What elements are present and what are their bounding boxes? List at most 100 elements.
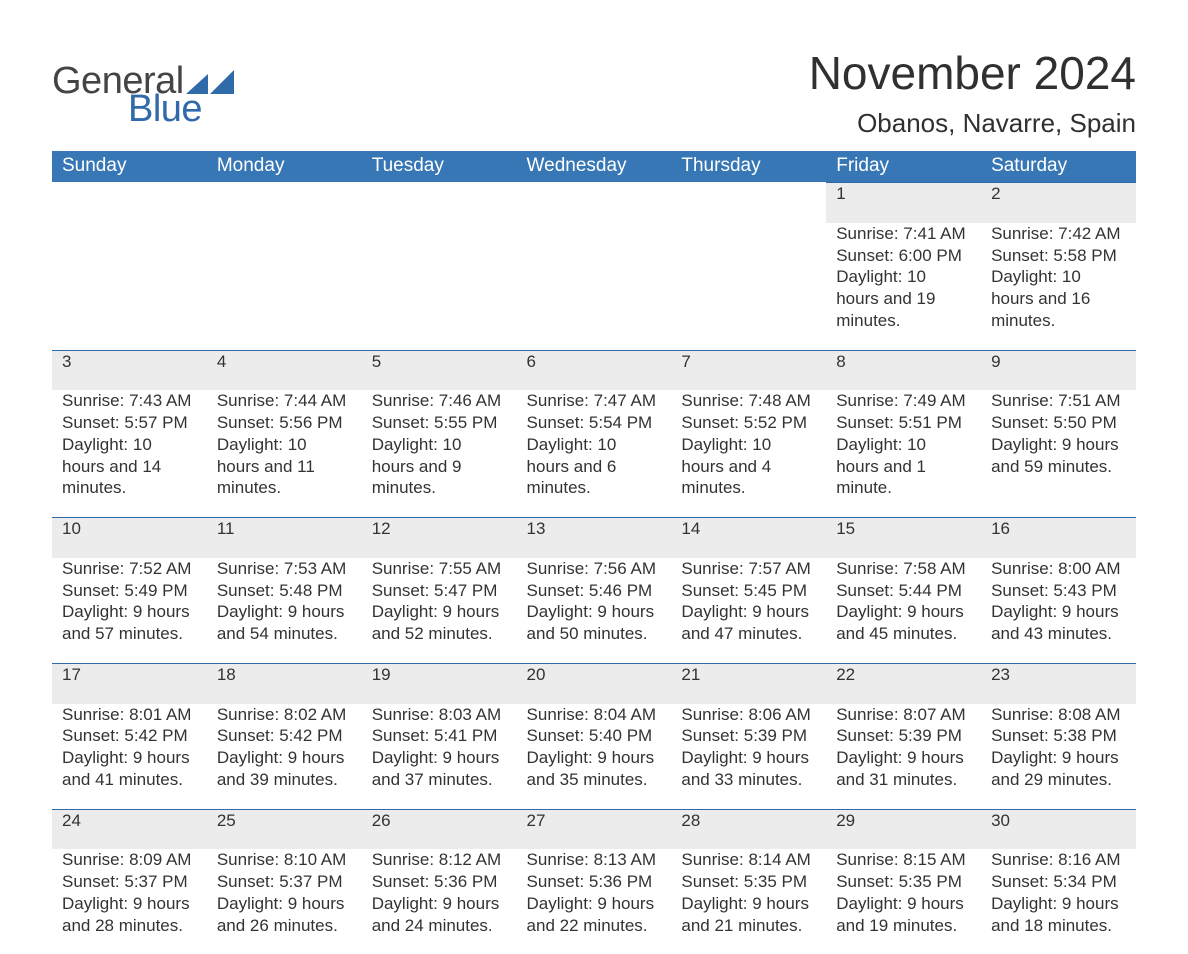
daylight-text: Daylight: 10 hours and 1 minute.	[836, 434, 971, 499]
daylight-text: Daylight: 10 hours and 19 minutes.	[836, 266, 971, 331]
sunrise-text: Sunrise: 8:08 AM	[991, 704, 1126, 726]
sunset-text: Sunset: 5:47 PM	[372, 580, 507, 602]
sunset-text: Sunset: 5:54 PM	[527, 412, 662, 434]
sunrise-text: Sunrise: 8:06 AM	[681, 704, 816, 726]
day-number-cell: 28	[671, 809, 826, 849]
daylight-text: Daylight: 10 hours and 14 minutes.	[62, 434, 197, 499]
sunset-text: Sunset: 5:52 PM	[681, 412, 816, 434]
day-detail-cell: Sunrise: 8:14 AMSunset: 5:35 PMDaylight:…	[671, 849, 826, 954]
day-number-cell	[671, 183, 826, 223]
sunrise-text: Sunrise: 8:12 AM	[372, 849, 507, 871]
sunrise-text: Sunrise: 8:07 AM	[836, 704, 971, 726]
sunset-text: Sunset: 5:39 PM	[681, 725, 816, 747]
day-number: 2	[991, 184, 1000, 203]
day-number: 19	[372, 665, 391, 684]
sunrise-text: Sunrise: 7:51 AM	[991, 390, 1126, 412]
day-number-cell: 24	[52, 809, 207, 849]
weekday-header: Saturday	[981, 151, 1136, 183]
day-detail-row: Sunrise: 7:41 AMSunset: 6:00 PMDaylight:…	[52, 223, 1136, 350]
day-number: 7	[681, 352, 690, 371]
daylight-text: Daylight: 9 hours and 45 minutes.	[836, 601, 971, 645]
daylight-text: Daylight: 9 hours and 19 minutes.	[836, 893, 971, 937]
sunrise-text: Sunrise: 8:16 AM	[991, 849, 1126, 871]
sunrise-text: Sunrise: 7:47 AM	[527, 390, 662, 412]
daylight-text: Daylight: 9 hours and 39 minutes.	[217, 747, 352, 791]
sunrise-text: Sunrise: 8:01 AM	[62, 704, 197, 726]
daylight-text: Daylight: 10 hours and 6 minutes.	[527, 434, 662, 499]
weekday-header: Sunday	[52, 151, 207, 183]
sunset-text: Sunset: 5:42 PM	[217, 725, 352, 747]
sunrise-text: Sunrise: 7:49 AM	[836, 390, 971, 412]
day-detail-row: Sunrise: 7:52 AMSunset: 5:49 PMDaylight:…	[52, 558, 1136, 664]
daylight-text: Daylight: 9 hours and 21 minutes.	[681, 893, 816, 937]
day-number-cell: 23	[981, 663, 1136, 703]
sunset-text: Sunset: 5:46 PM	[527, 580, 662, 602]
day-number-cell: 1	[826, 183, 981, 223]
day-detail-cell: Sunrise: 8:01 AMSunset: 5:42 PMDaylight:…	[52, 704, 207, 810]
sunset-text: Sunset: 5:43 PM	[991, 580, 1126, 602]
day-detail-cell: Sunrise: 7:58 AMSunset: 5:44 PMDaylight:…	[826, 558, 981, 664]
sunset-text: Sunset: 5:55 PM	[372, 412, 507, 434]
daylight-text: Daylight: 10 hours and 4 minutes.	[681, 434, 816, 499]
daylight-text: Daylight: 9 hours and 47 minutes.	[681, 601, 816, 645]
sunset-text: Sunset: 5:58 PM	[991, 245, 1126, 267]
day-number: 1	[836, 184, 845, 203]
sunset-text: Sunset: 5:37 PM	[62, 871, 197, 893]
weekday-header: Monday	[207, 151, 362, 183]
day-number: 3	[62, 352, 71, 371]
day-number: 11	[217, 519, 235, 538]
daylight-text: Daylight: 9 hours and 35 minutes.	[527, 747, 662, 791]
day-detail-cell: Sunrise: 8:07 AMSunset: 5:39 PMDaylight:…	[826, 704, 981, 810]
day-detail-cell: Sunrise: 8:02 AMSunset: 5:42 PMDaylight:…	[207, 704, 362, 810]
day-number: 17	[62, 665, 81, 684]
day-number-cell: 7	[671, 350, 826, 390]
day-number-cell: 10	[52, 518, 207, 558]
sunset-text: Sunset: 5:42 PM	[62, 725, 197, 747]
sunrise-text: Sunrise: 7:42 AM	[991, 223, 1126, 245]
daylight-text: Daylight: 9 hours and 26 minutes.	[217, 893, 352, 937]
sunrise-text: Sunrise: 8:02 AM	[217, 704, 352, 726]
day-number-row: 24252627282930	[52, 809, 1136, 849]
day-number-cell: 20	[517, 663, 672, 703]
calendar-table: Sunday Monday Tuesday Wednesday Thursday…	[52, 151, 1136, 954]
day-number: 14	[681, 519, 700, 538]
day-detail-cell: Sunrise: 7:55 AMSunset: 5:47 PMDaylight:…	[362, 558, 517, 664]
daylight-text: Daylight: 10 hours and 16 minutes.	[991, 266, 1126, 331]
day-number: 29	[836, 811, 855, 830]
day-detail-cell: Sunrise: 7:53 AMSunset: 5:48 PMDaylight:…	[207, 558, 362, 664]
sunrise-text: Sunrise: 8:13 AM	[527, 849, 662, 871]
day-number-cell: 9	[981, 350, 1136, 390]
day-number-row: 3456789	[52, 350, 1136, 390]
day-number: 8	[836, 352, 845, 371]
sunrise-text: Sunrise: 8:09 AM	[62, 849, 197, 871]
weekday-header-row: Sunday Monday Tuesday Wednesday Thursday…	[52, 151, 1136, 183]
day-number-cell: 13	[517, 518, 672, 558]
sunrise-text: Sunrise: 8:10 AM	[217, 849, 352, 871]
day-number: 25	[217, 811, 236, 830]
sunset-text: Sunset: 5:48 PM	[217, 580, 352, 602]
day-number: 9	[991, 352, 1000, 371]
daylight-text: Daylight: 9 hours and 37 minutes.	[372, 747, 507, 791]
day-detail-cell: Sunrise: 7:49 AMSunset: 5:51 PMDaylight:…	[826, 390, 981, 517]
sunrise-text: Sunrise: 7:52 AM	[62, 558, 197, 580]
day-detail-cell: Sunrise: 8:15 AMSunset: 5:35 PMDaylight:…	[826, 849, 981, 954]
day-detail-cell: Sunrise: 7:46 AMSunset: 5:55 PMDaylight:…	[362, 390, 517, 517]
day-detail-cell: Sunrise: 8:03 AMSunset: 5:41 PMDaylight:…	[362, 704, 517, 810]
daylight-text: Daylight: 9 hours and 54 minutes.	[217, 601, 352, 645]
day-detail-cell: Sunrise: 7:52 AMSunset: 5:49 PMDaylight:…	[52, 558, 207, 664]
brand-word-2: Blue	[128, 90, 234, 128]
day-detail-cell: Sunrise: 8:12 AMSunset: 5:36 PMDaylight:…	[362, 849, 517, 954]
day-number-cell: 27	[517, 809, 672, 849]
daylight-text: Daylight: 9 hours and 57 minutes.	[62, 601, 197, 645]
day-number-cell	[517, 183, 672, 223]
daylight-text: Daylight: 9 hours and 24 minutes.	[372, 893, 507, 937]
day-number: 24	[62, 811, 81, 830]
daylight-text: Daylight: 9 hours and 41 minutes.	[62, 747, 197, 791]
day-number: 26	[372, 811, 391, 830]
sunset-text: Sunset: 5:51 PM	[836, 412, 971, 434]
day-detail-cell	[517, 223, 672, 350]
sunset-text: Sunset: 5:56 PM	[217, 412, 352, 434]
sunset-text: Sunset: 6:00 PM	[836, 245, 971, 267]
day-number-cell: 17	[52, 663, 207, 703]
day-number: 12	[372, 519, 391, 538]
